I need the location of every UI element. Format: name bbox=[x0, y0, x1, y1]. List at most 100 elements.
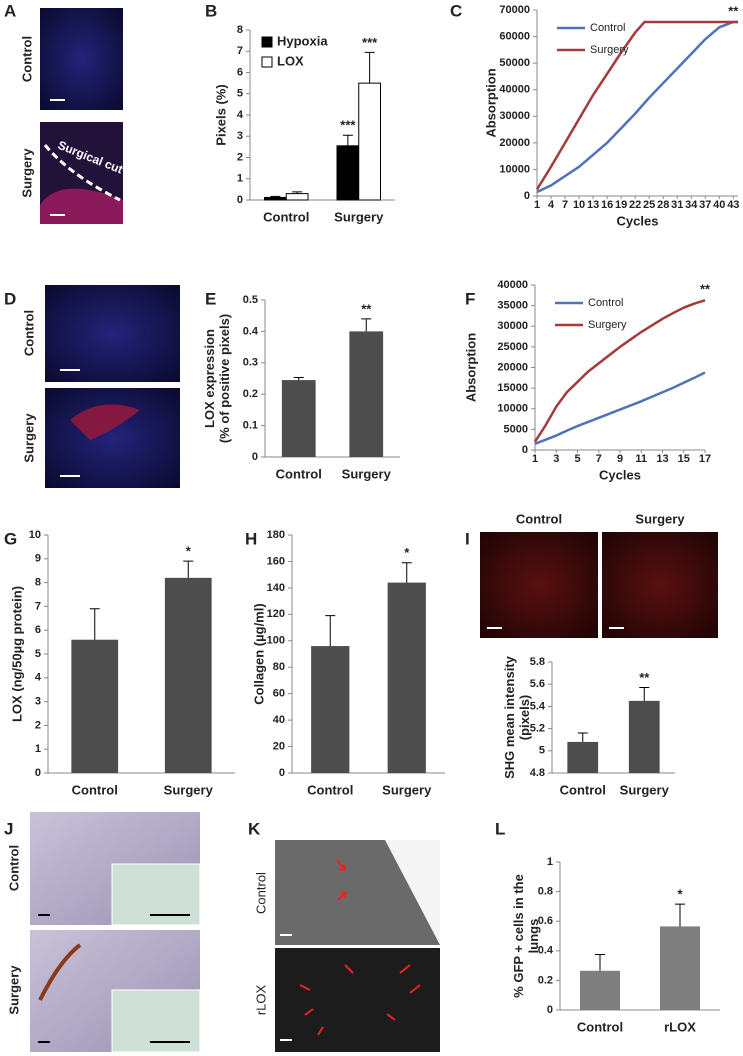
x-tick-label: Surgery bbox=[164, 782, 214, 797]
error-bar bbox=[293, 377, 304, 381]
image-label: Control bbox=[516, 511, 562, 526]
y-tick-label: 8 bbox=[35, 577, 41, 589]
y-axis-label: Collagen (µg/ml) bbox=[251, 603, 266, 704]
image-label: Surgery bbox=[21, 413, 36, 463]
y-axis-label: (pixels) bbox=[517, 695, 532, 741]
x-tick-label: Control bbox=[560, 782, 606, 797]
y-tick-label: 0 bbox=[522, 444, 528, 456]
legend-label: Control bbox=[588, 297, 623, 309]
x-tick-label: rLOX bbox=[664, 1019, 696, 1034]
x-tick-label: Control bbox=[72, 782, 118, 797]
x-tick-label: 43 bbox=[727, 199, 739, 211]
stain bbox=[70, 404, 140, 440]
line bbox=[536, 20, 738, 194]
x-tick-label: 34 bbox=[685, 199, 698, 211]
x-tick-label: 10 bbox=[573, 199, 585, 211]
bar bbox=[285, 193, 309, 201]
bar bbox=[628, 700, 660, 773]
y-tick-label: 40 bbox=[273, 714, 285, 726]
significance: ** bbox=[639, 670, 650, 685]
x-tick-label: 4 bbox=[548, 199, 555, 211]
y-tick-label: 15000 bbox=[497, 382, 528, 394]
panel-letter: B bbox=[205, 1, 217, 20]
y-tick-label: 0.2 bbox=[243, 388, 258, 400]
bar bbox=[71, 639, 119, 773]
bar bbox=[660, 926, 700, 1010]
micrograph bbox=[45, 285, 180, 382]
panel-letter: I bbox=[465, 529, 470, 548]
image-label: Control bbox=[253, 872, 268, 914]
y-tick-label: 0.6 bbox=[538, 915, 553, 927]
y-tick-label: 0 bbox=[524, 190, 530, 202]
y-tick-label: 5000 bbox=[504, 423, 528, 435]
y-tick-label: 0.4 bbox=[538, 945, 554, 957]
panel-letter: G bbox=[4, 529, 17, 548]
y-tick-label: 1 bbox=[237, 173, 243, 185]
image-label: Control bbox=[21, 310, 36, 356]
x-tick-label: 37 bbox=[699, 199, 711, 211]
legend-label: Surgery bbox=[588, 319, 627, 331]
x-tick-label: 22 bbox=[629, 199, 641, 211]
y-tick-label: 0 bbox=[279, 767, 285, 779]
bar bbox=[336, 145, 360, 201]
x-tick-label: 13 bbox=[656, 453, 668, 465]
y-tick-label: 0 bbox=[237, 194, 243, 206]
y-tick-label: 0.8 bbox=[538, 886, 553, 898]
significance: ** bbox=[700, 282, 711, 297]
x-tick-label: Control bbox=[577, 1019, 623, 1034]
bar bbox=[567, 741, 599, 773]
stain bbox=[38, 943, 82, 1001]
y-tick-label: 8 bbox=[237, 24, 243, 36]
cut-line bbox=[43, 144, 121, 202]
significance: *** bbox=[362, 35, 378, 50]
panel-letter: E bbox=[205, 289, 216, 308]
y-tick-label: 6 bbox=[237, 66, 243, 78]
error-bar bbox=[577, 732, 588, 742]
significance: *** bbox=[340, 118, 356, 133]
y-tick-label: 180 bbox=[267, 529, 285, 541]
error-bar bbox=[364, 51, 375, 84]
y-tick-label: 5 bbox=[35, 648, 41, 660]
y-axis-label: Absorption bbox=[483, 68, 498, 137]
x-tick-label: 1 bbox=[534, 199, 540, 211]
y-tick-label: 20000 bbox=[499, 137, 530, 149]
y-tick-label: 35000 bbox=[497, 300, 528, 312]
x-tick-label: 9 bbox=[617, 453, 623, 465]
y-tick-label: 1 bbox=[35, 743, 41, 755]
significance: ** bbox=[728, 3, 739, 18]
x-tick-label: 11 bbox=[635, 453, 647, 465]
x-tick-label: 1 bbox=[532, 453, 538, 465]
y-tick-label: 4 bbox=[237, 109, 244, 121]
error-bar bbox=[401, 562, 412, 583]
x-tick-label: 5 bbox=[574, 453, 580, 465]
y-axis-label: LOX (ng/50µg protein) bbox=[9, 586, 24, 722]
significance: ** bbox=[361, 301, 372, 316]
micrograph bbox=[40, 8, 123, 110]
y-tick-label: 20000 bbox=[497, 361, 528, 373]
error-bar bbox=[183, 560, 194, 578]
x-axis-label: Cycles bbox=[599, 467, 641, 482]
micrograph bbox=[45, 388, 180, 488]
y-tick-label: 10000 bbox=[499, 163, 530, 175]
y-axis-label: lungs bbox=[526, 919, 541, 954]
legend-label: Hypoxia bbox=[277, 33, 328, 48]
y-tick-label: 4 bbox=[35, 672, 42, 684]
y-axis-label: Absorption bbox=[463, 333, 478, 402]
y-tick-label: 5.4 bbox=[530, 700, 546, 712]
x-tick-label: 31 bbox=[671, 199, 683, 211]
x-tick-label: 3 bbox=[553, 453, 559, 465]
panel-letter: C bbox=[450, 1, 462, 20]
legend-swatch bbox=[261, 36, 273, 48]
error-bar bbox=[639, 687, 650, 701]
y-tick-label: 120 bbox=[267, 608, 285, 620]
y-tick-label: 0.5 bbox=[243, 294, 258, 306]
y-tick-label: 0 bbox=[35, 767, 41, 779]
significance: * bbox=[186, 544, 192, 559]
error-bar bbox=[361, 318, 372, 332]
y-tick-label: 100 bbox=[267, 635, 285, 647]
x-tick-label: 17 bbox=[699, 453, 711, 465]
x-tick-label: Surgery bbox=[334, 209, 384, 224]
y-tick-label: 6 bbox=[35, 624, 41, 636]
panel-letter: K bbox=[248, 819, 261, 838]
